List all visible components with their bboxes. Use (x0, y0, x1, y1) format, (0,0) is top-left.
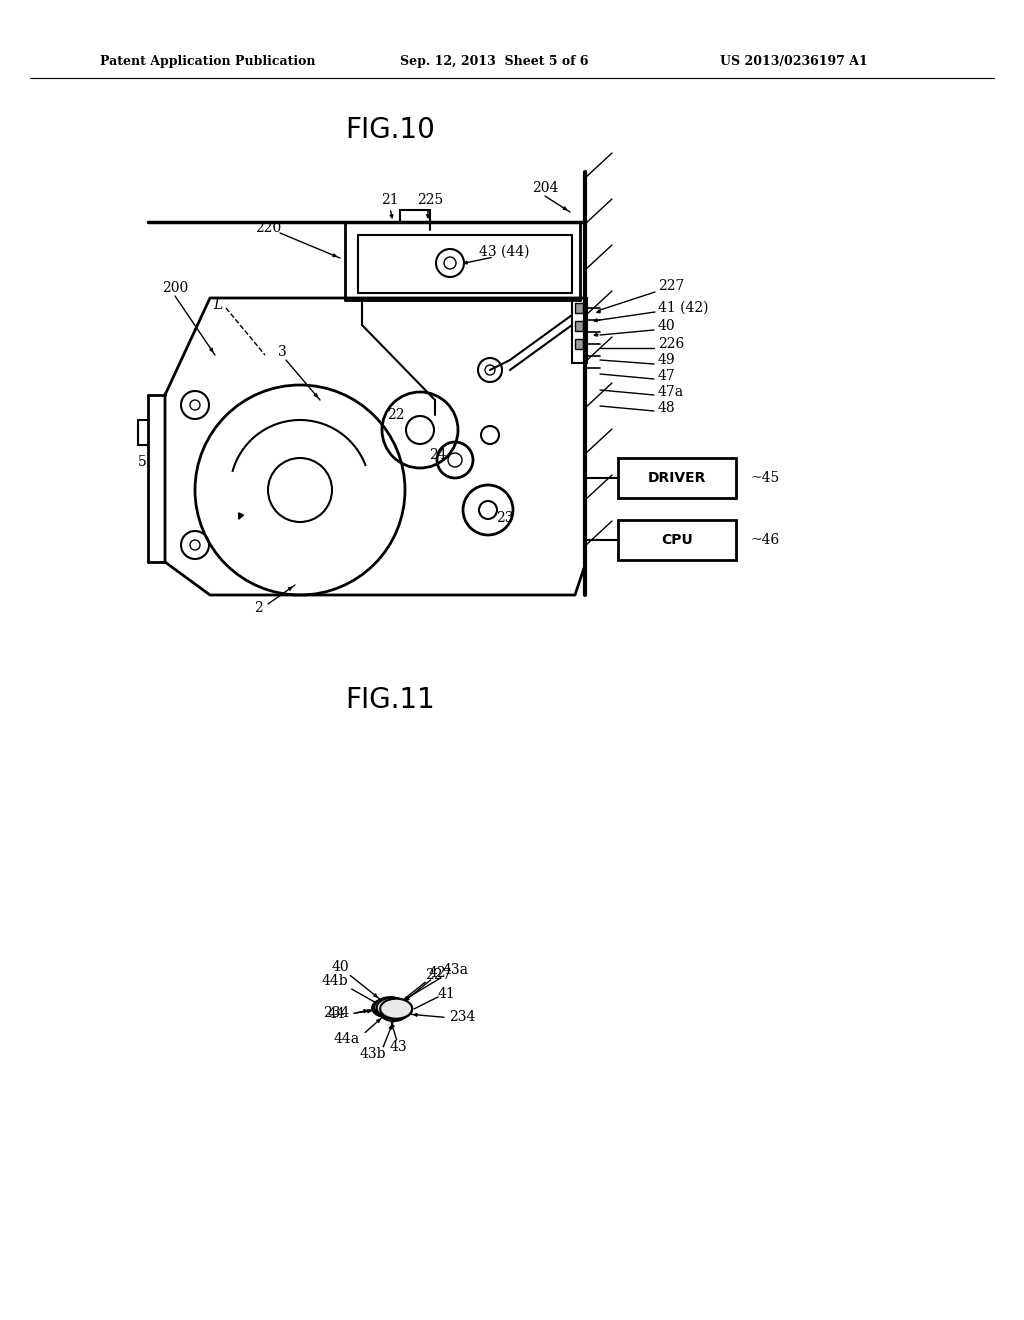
Text: 200: 200 (162, 281, 188, 294)
Text: 40: 40 (332, 961, 349, 974)
Bar (575, 339, 583, 348)
Bar (618, 458, 736, 498)
Bar (575, 304, 583, 313)
Text: 43 (44): 43 (44) (479, 246, 529, 259)
Text: 43: 43 (390, 1040, 408, 1053)
Text: ~45: ~45 (750, 471, 779, 484)
Text: ~46: ~46 (750, 533, 779, 546)
Text: US 2013/0236197 A1: US 2013/0236197 A1 (720, 55, 867, 69)
Text: L: L (213, 298, 222, 312)
Text: 24: 24 (429, 447, 446, 462)
Text: DRIVER: DRIVER (648, 471, 707, 484)
Text: 47: 47 (658, 370, 676, 383)
Bar (572, 298, 587, 363)
Text: Patent Application Publication: Patent Application Publication (100, 55, 315, 69)
Ellipse shape (374, 997, 407, 1018)
Ellipse shape (388, 1008, 399, 1015)
Polygon shape (387, 1007, 392, 1010)
Text: 225: 225 (417, 193, 443, 207)
Ellipse shape (381, 1005, 392, 1011)
Text: 227: 227 (658, 279, 684, 293)
Ellipse shape (380, 1003, 408, 1020)
Text: 204: 204 (531, 181, 558, 195)
Polygon shape (386, 1010, 392, 1012)
Polygon shape (386, 1007, 392, 1011)
Text: 43b: 43b (360, 1047, 386, 1061)
Text: 23: 23 (497, 511, 514, 525)
Text: 42: 42 (429, 966, 446, 979)
Text: 40: 40 (658, 319, 676, 333)
Text: 41 (42): 41 (42) (658, 301, 709, 315)
Text: 21: 21 (381, 193, 398, 207)
Text: 48: 48 (658, 401, 676, 414)
Text: 41: 41 (437, 987, 455, 1001)
Text: 227: 227 (425, 968, 452, 982)
Ellipse shape (380, 999, 412, 1019)
Polygon shape (387, 1010, 392, 1012)
Polygon shape (386, 1007, 394, 1014)
Text: FIG.10: FIG.10 (345, 116, 435, 144)
Text: 44b: 44b (322, 974, 348, 989)
Text: 44a: 44a (334, 1031, 360, 1045)
Bar (618, 520, 736, 560)
Text: FIG.11: FIG.11 (345, 686, 435, 714)
Text: 5: 5 (137, 455, 146, 469)
Bar (575, 321, 583, 331)
Text: 2: 2 (254, 601, 262, 615)
Text: Sep. 12, 2013  Sheet 5 of 6: Sep. 12, 2013 Sheet 5 of 6 (400, 55, 589, 69)
Ellipse shape (374, 998, 407, 1018)
Ellipse shape (380, 999, 412, 1019)
Text: 44: 44 (328, 1007, 346, 1022)
Ellipse shape (372, 999, 400, 1016)
Text: 234: 234 (449, 1010, 475, 1024)
Ellipse shape (377, 998, 409, 1018)
Ellipse shape (377, 998, 409, 1018)
Text: 3: 3 (278, 345, 287, 359)
Polygon shape (386, 1007, 387, 1011)
Text: 220: 220 (255, 220, 282, 235)
Polygon shape (386, 1007, 394, 1011)
Text: 226: 226 (658, 337, 684, 351)
Text: 234: 234 (323, 1006, 349, 1020)
Text: 22: 22 (387, 408, 404, 422)
Text: 47a: 47a (658, 385, 684, 399)
Text: CPU: CPU (662, 533, 693, 546)
Text: 43a: 43a (442, 962, 469, 977)
Text: 49: 49 (658, 352, 676, 367)
